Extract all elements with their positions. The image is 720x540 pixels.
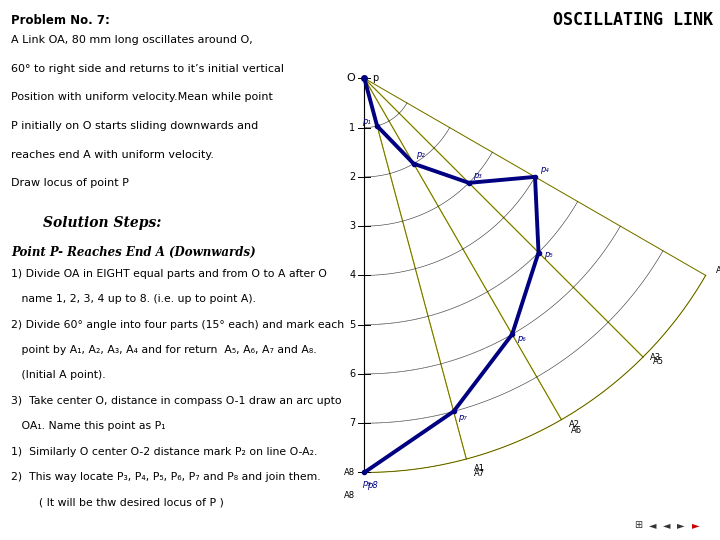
Text: 60° to right side and returns to it’s initial vertical: 60° to right side and returns to it’s in… — [11, 64, 284, 74]
Text: 3)  Take center O, distance in compass O-1 draw an arc upto: 3) Take center O, distance in compass O-… — [11, 396, 341, 406]
Text: ►: ► — [692, 520, 699, 530]
Text: p₃: p₃ — [473, 171, 482, 180]
Text: P initially on O starts sliding downwards and: P initially on O starts sliding downward… — [11, 121, 258, 131]
Text: reaches end A with uniform velocity.: reaches end A with uniform velocity. — [11, 150, 214, 160]
Text: A2: A2 — [569, 420, 580, 429]
Text: ◄: ◄ — [663, 520, 670, 530]
Text: p₆: p₆ — [517, 334, 526, 343]
Text: (Initial A point).: (Initial A point). — [11, 370, 105, 381]
Text: p8: p8 — [366, 481, 377, 490]
Text: p₈: p₈ — [362, 479, 371, 488]
Text: 2: 2 — [349, 172, 356, 182]
Text: ►: ► — [678, 520, 685, 530]
Text: 5: 5 — [349, 320, 356, 329]
Text: A6: A6 — [571, 426, 582, 435]
Text: 1)  Similarly O center O-2 distance mark P₂ on line O-A₂.: 1) Similarly O center O-2 distance mark … — [11, 447, 318, 457]
Text: p₇: p₇ — [457, 413, 467, 422]
Text: 4: 4 — [349, 271, 356, 280]
Text: p₅: p₅ — [544, 251, 553, 260]
Text: ⊞: ⊞ — [634, 520, 642, 530]
Text: 6: 6 — [349, 369, 356, 379]
Text: A1: A1 — [474, 464, 485, 474]
Text: Position with uniform velocity.Mean while point: Position with uniform velocity.Mean whil… — [11, 92, 273, 103]
Text: 2)  This way locate P₃, P₄, P₅, P₆, P₇ and P₈ and join them.: 2) This way locate P₃, P₄, P₅, P₆, P₇ an… — [11, 472, 320, 482]
Text: OA₁. Name this point as P₁: OA₁. Name this point as P₁ — [11, 421, 166, 431]
Text: name 1, 2, 3, 4 up to 8. (i.e. up to point A).: name 1, 2, 3, 4 up to 8. (i.e. up to poi… — [11, 294, 256, 305]
Text: A5: A5 — [653, 357, 664, 367]
Text: p₂: p₂ — [416, 150, 425, 159]
Text: Point P- Reaches End A (Downwards): Point P- Reaches End A (Downwards) — [11, 246, 256, 259]
Text: A7: A7 — [474, 469, 485, 478]
Text: OSCILLATING LINK: OSCILLATING LINK — [553, 11, 713, 29]
Text: A4: A4 — [716, 266, 720, 275]
Text: ◄: ◄ — [649, 520, 657, 530]
Text: O: O — [347, 73, 356, 83]
Text: 1: 1 — [349, 123, 356, 133]
Text: Problem No. 7:: Problem No. 7: — [11, 14, 109, 26]
Text: ( It will be thw desired locus of P ): ( It will be thw desired locus of P ) — [11, 497, 224, 508]
Text: point by A₁, A₂, A₃, A₄ and for return  A₅, A₆, A₇ and A₈.: point by A₁, A₂, A₃, A₄ and for return A… — [11, 345, 316, 355]
Text: A8: A8 — [344, 491, 356, 500]
Text: Draw locus of point P: Draw locus of point P — [11, 178, 129, 188]
Text: A3: A3 — [650, 353, 662, 361]
Text: 3: 3 — [349, 221, 356, 231]
Text: A8: A8 — [344, 468, 356, 477]
Text: 2) Divide 60° angle into four parts (15° each) and mark each: 2) Divide 60° angle into four parts (15°… — [11, 320, 344, 330]
Text: 1) Divide OA in EIGHT equal parts and from O to A after O: 1) Divide OA in EIGHT equal parts and fr… — [11, 269, 327, 279]
Text: p₄: p₄ — [540, 165, 549, 174]
Text: A Link OA, 80 mm long oscillates around O,: A Link OA, 80 mm long oscillates around … — [11, 35, 253, 45]
Text: Solution Steps:: Solution Steps: — [43, 216, 161, 230]
Text: p: p — [372, 73, 378, 83]
Text: 7: 7 — [349, 418, 356, 428]
Text: p₁: p₁ — [362, 118, 371, 126]
